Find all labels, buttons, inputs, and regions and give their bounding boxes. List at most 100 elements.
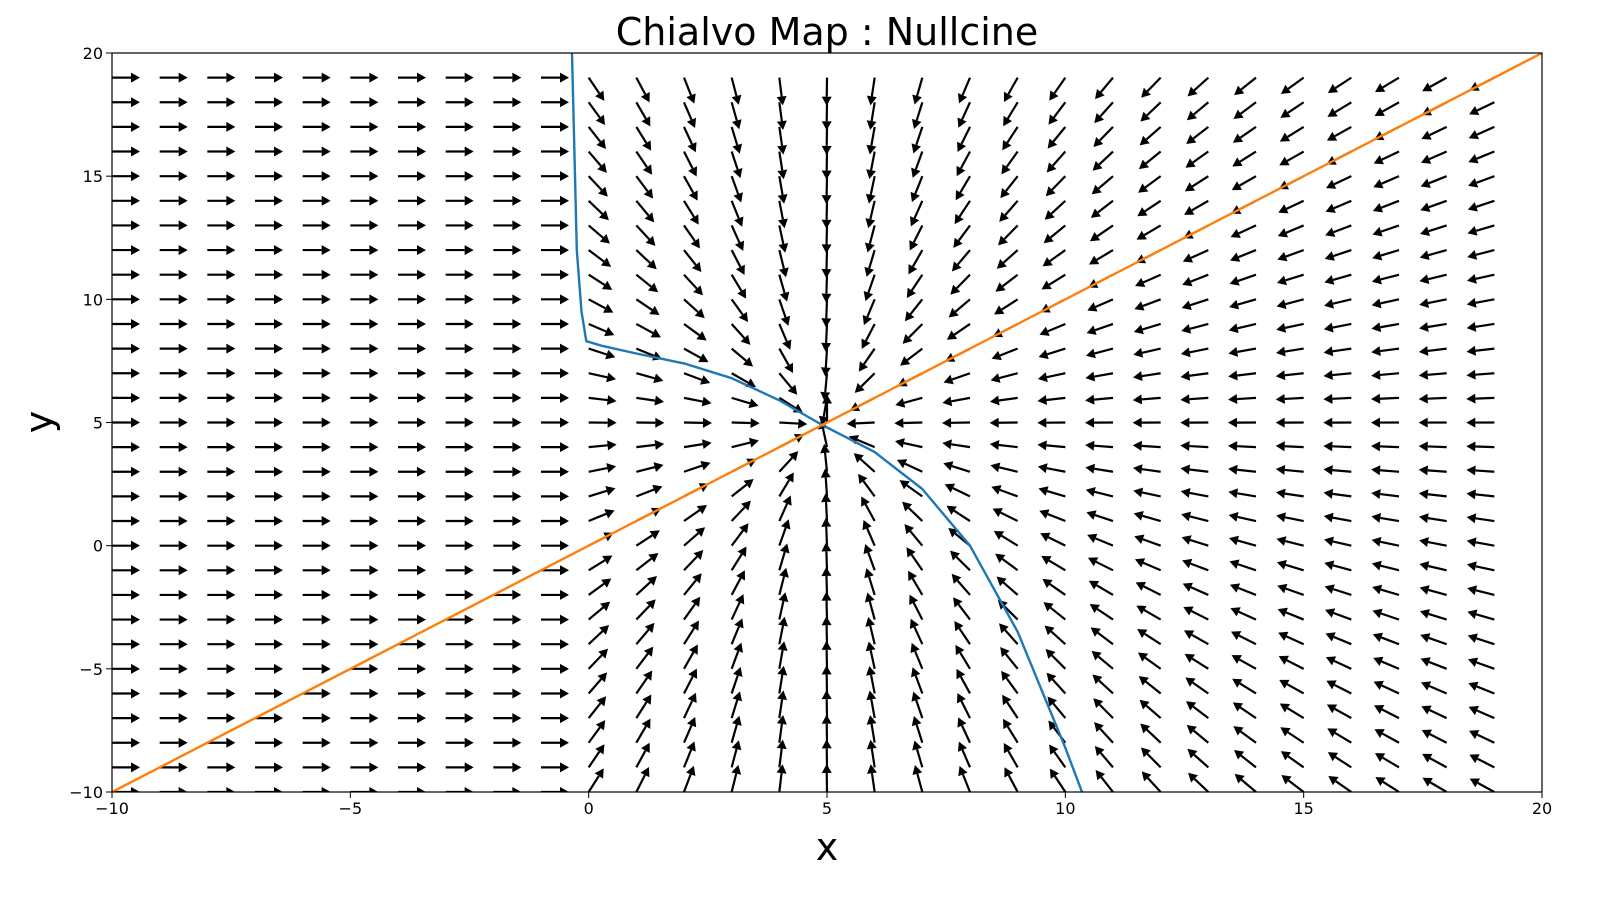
vector-arrow: [778, 616, 788, 645]
vector-arrow: [159, 491, 188, 502]
vector-arrow: [1234, 773, 1257, 792]
vector-arrow: [493, 121, 522, 132]
vector-arrow: [1180, 417, 1209, 428]
vector-arrow: [1232, 702, 1257, 720]
vector-arrow: [911, 716, 924, 744]
vector-arrow: [398, 121, 426, 132]
vector-arrow: [302, 195, 331, 206]
vector-arrow: [541, 392, 569, 403]
vector-arrow: [1371, 322, 1400, 333]
vector-arrow: [1180, 488, 1209, 498]
vector-arrow: [1468, 657, 1495, 670]
vector-arrow: [541, 269, 569, 280]
vector-arrow: [112, 540, 140, 551]
vector-arrow: [1041, 555, 1066, 572]
vector-arrow: [588, 578, 612, 596]
vector-arrow: [1371, 393, 1400, 404]
vector-arrow: [350, 343, 379, 354]
vector-arrow: [776, 714, 787, 743]
vector-arrow: [1228, 370, 1257, 381]
vector-arrow: [493, 540, 522, 551]
vector-arrow: [635, 767, 650, 792]
vector-arrow: [302, 516, 331, 527]
vector-arrow: [207, 417, 236, 428]
vector-arrow: [445, 146, 474, 157]
vector-arrow: [302, 245, 331, 256]
vector-arrow: [587, 744, 605, 768]
vector-arrow: [587, 601, 611, 621]
vector-arrow: [255, 368, 283, 379]
vector-arrow: [777, 641, 788, 670]
vector-arrow: [445, 392, 474, 403]
vector-arrow: [350, 762, 379, 773]
vector-arrow: [1280, 751, 1305, 769]
vector-arrow: [1184, 199, 1209, 215]
vector-arrow: [821, 739, 832, 768]
x-tick-label: 15: [1293, 799, 1313, 818]
vector-arrow: [1371, 369, 1400, 380]
vector-arrow: [1419, 249, 1447, 261]
vector-arrow: [1372, 249, 1400, 261]
vector-arrow: [112, 195, 140, 206]
vector-arrow: [493, 220, 522, 231]
vector-arrow: [999, 200, 1019, 222]
vector-arrow: [730, 175, 743, 203]
vector-arrow: [445, 737, 474, 748]
vector-arrow: [866, 77, 877, 106]
vector-arrow: [112, 368, 140, 379]
vector-arrow: [777, 690, 788, 719]
vector-arrow: [1092, 150, 1114, 171]
vector-arrow: [1187, 76, 1210, 97]
vector-arrow: [1469, 778, 1495, 792]
vector-arrow: [866, 665, 876, 694]
vector-arrow: [778, 225, 789, 253]
vector-arrow: [1420, 681, 1448, 695]
vector-arrow: [1279, 125, 1305, 142]
vector-arrow: [493, 294, 522, 305]
vector-arrow: [683, 668, 698, 694]
vector-arrow: [1085, 463, 1114, 474]
vector-arrow: [587, 720, 606, 744]
y-nullcline-line: [112, 53, 1542, 792]
chart-title: Chialvo Map : Nullcine: [616, 10, 1039, 54]
vector-arrow: [255, 269, 283, 280]
vector-arrow: [895, 396, 923, 408]
vector-arrow: [943, 372, 971, 385]
vector-arrow: [1182, 273, 1209, 287]
vector-arrow: [1042, 249, 1066, 267]
vector-arrow: [1467, 273, 1495, 284]
vector-arrow: [255, 614, 283, 625]
vector-arrow: [541, 614, 569, 625]
vector-arrow: [255, 245, 283, 256]
vector-arrow: [1086, 322, 1114, 335]
vector-arrow: [1372, 199, 1400, 213]
vector-arrow: [1418, 489, 1447, 500]
vector-arrow: [1278, 199, 1305, 214]
vector-arrow: [398, 245, 426, 256]
vector-arrow: [990, 462, 1018, 473]
vector-arrow: [683, 323, 707, 341]
vector-arrow: [635, 622, 655, 645]
vector-arrow: [1374, 729, 1400, 744]
vector-arrow: [683, 644, 698, 670]
vector-arrow: [541, 417, 569, 428]
vector-arrow: [950, 273, 971, 295]
vector-arrow: [159, 294, 188, 305]
vector-arrow: [1467, 585, 1495, 596]
vector-arrow: [1279, 150, 1305, 166]
vector-arrow: [1327, 76, 1352, 93]
vector-arrow: [255, 565, 283, 576]
vector-arrow: [777, 126, 787, 155]
vector-arrow: [587, 696, 607, 719]
vector-arrow: [493, 72, 522, 83]
vector-arrow: [730, 570, 746, 596]
vector-arrow: [1139, 699, 1162, 719]
vector-arrow: [910, 200, 924, 227]
vector-arrow: [255, 713, 283, 724]
vector-arrow: [1228, 488, 1257, 499]
vector-arrow: [302, 417, 331, 428]
vector-arrow: [1466, 369, 1495, 380]
vector-arrow: [255, 392, 283, 403]
vector-arrow: [207, 565, 236, 576]
vector-arrow: [864, 568, 876, 596]
